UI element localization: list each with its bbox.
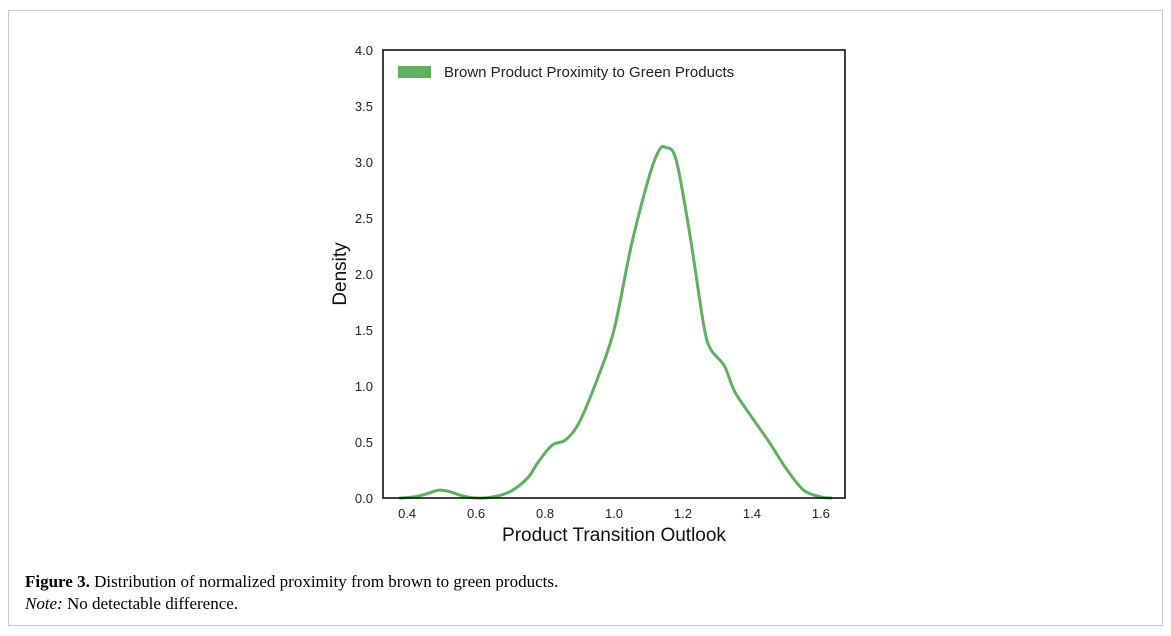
x-tick-label: 1.4: [743, 506, 761, 521]
y-tick-label: 4.0: [355, 43, 373, 58]
y-tick-label: 2.0: [355, 267, 373, 282]
x-tick-label: 0.8: [536, 506, 554, 521]
y-axis-label: Density: [330, 242, 351, 306]
figure-note-label: Note:: [25, 594, 63, 613]
y-tick-label: 3.5: [355, 99, 373, 114]
figure-caption-label: Figure 3.: [25, 572, 90, 591]
figure-note-text: No detectable difference.: [62, 594, 239, 613]
x-axis-ticks: 0.4 0.6 0.8 1.0 1.2 1.4 1.6: [398, 506, 830, 521]
figure-frame: [8, 10, 1163, 626]
y-axis-ticks: 0.0 0.5 1.0 1.5 2.0 2.5 3.0 3.5 4.0: [355, 43, 373, 506]
x-axis-label: Product Transition Outlook: [502, 525, 726, 546]
y-tick-label: 1.5: [355, 323, 373, 338]
y-tick-label: 0.0: [355, 491, 373, 506]
x-tick-label: 1.2: [674, 506, 692, 521]
figure-caption-text: Distribution of normalized proximity fro…: [89, 572, 559, 591]
legend-label: Brown Product Proximity to Green Product…: [444, 64, 734, 81]
x-tick-label: 0.4: [398, 506, 416, 521]
legend-swatch: [398, 66, 431, 78]
figure-caption: Figure 3. Distribution of normalized pro…: [25, 572, 558, 592]
y-tick-label: 0.5: [355, 435, 373, 450]
figure-note: Note: No detectable difference.: [25, 594, 238, 614]
chart: 0.0 0.5 1.0 1.5 2.0 2.5 3.0 3.5 4.0 0.4 0.6 0.8 1.0…: [330, 43, 846, 546]
x-tick-label: 1.0: [605, 506, 623, 521]
x-tick-label: 0.6: [467, 506, 485, 521]
density-curve: [398, 144, 833, 500]
x-tick-label: 1.6: [812, 506, 830, 521]
plot-area-frame: [382, 49, 846, 499]
y-tick-label: 1.0: [355, 379, 373, 394]
y-tick-label: 2.5: [355, 211, 373, 226]
y-tick-label: 3.0: [355, 155, 373, 170]
